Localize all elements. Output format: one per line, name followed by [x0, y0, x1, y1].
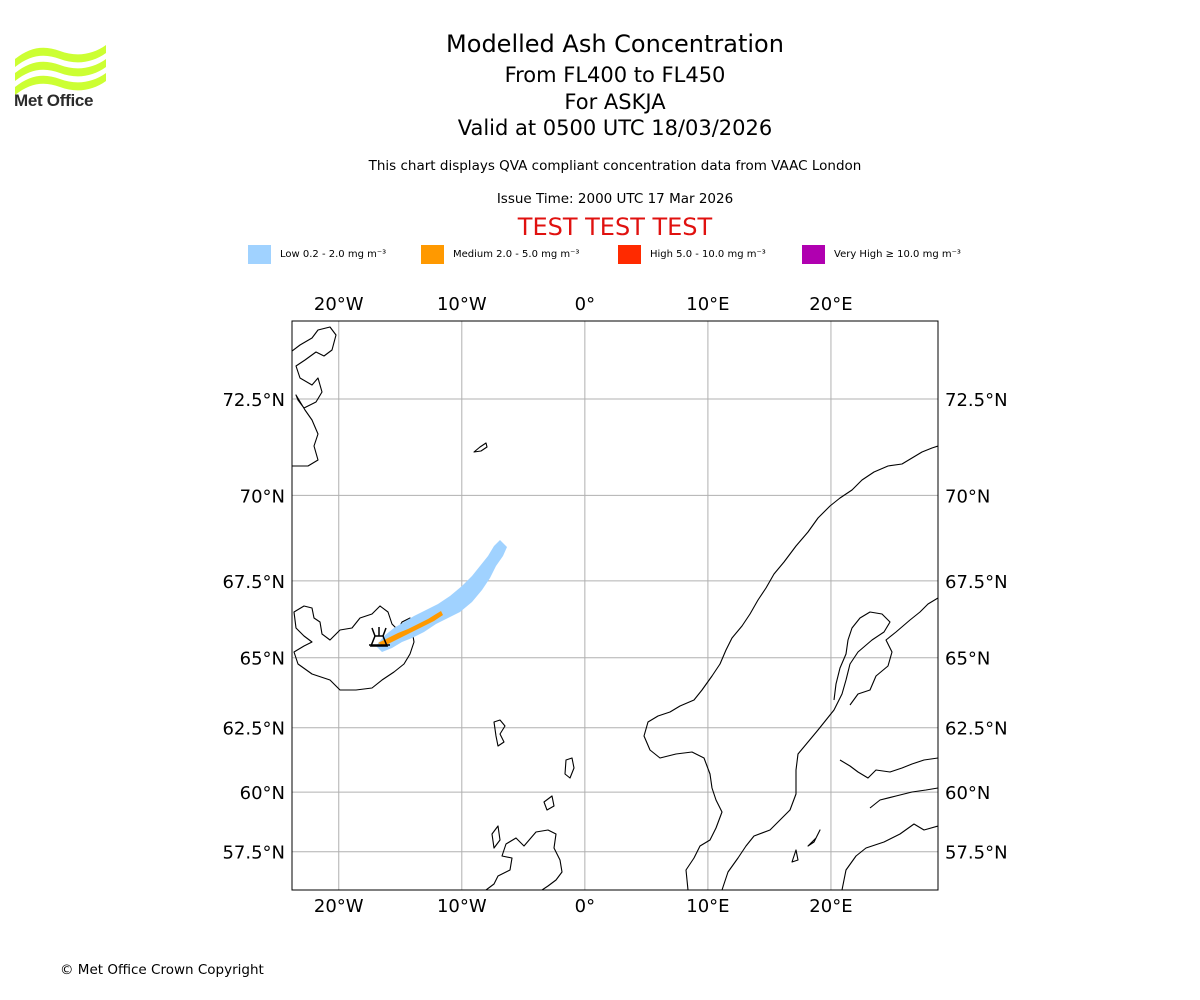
coastline-faroe — [493, 719, 506, 747]
lon-tick-label-top: 10°W — [437, 294, 487, 315]
lat-tick-label-left: 72.5°N — [222, 390, 285, 411]
coastline-norway — [643, 445, 938, 890]
legend-swatch-low — [248, 244, 271, 264]
test-banner: TEST TEST TEST — [517, 213, 713, 241]
lat-tick-label-right: 72.5°N — [945, 390, 1008, 411]
volcano-name: For ASKJA — [564, 90, 666, 114]
legend-item-very-high: Very High ≥ 10.0 mg m⁻³ — [802, 244, 961, 264]
coastline-greenland — [292, 326, 337, 467]
lon-tick-label-top: 10°E — [686, 294, 729, 315]
coastline-estonia — [869, 787, 938, 809]
lon-tick-label-bottom: 10°E — [686, 896, 729, 917]
lat-tick-label-left: 57.5°N — [222, 843, 285, 864]
legend-item-high: High 5.0 - 10.0 mg m⁻³ — [618, 244, 766, 264]
legend-swatch-very-high — [802, 244, 825, 264]
map-background — [292, 321, 938, 890]
coastline-finland — [849, 597, 938, 706]
coastline-jan-mayen — [473, 442, 488, 453]
coastline-oland — [791, 849, 799, 863]
ash-plume — [376, 540, 507, 652]
lat-tick-label-right: 70°N — [945, 486, 990, 507]
lon-tick-label-bottom: 20°E — [809, 896, 852, 917]
coastline-shetland — [564, 757, 575, 779]
legend-label-very-high: Very High ≥ 10.0 mg m⁻³ — [834, 248, 961, 260]
lon-tick-label-bottom: 20°W — [314, 896, 364, 917]
chart-title: Modelled Ash Concentration — [446, 30, 784, 58]
lat-tick-label-left: 62.5°N — [222, 719, 285, 740]
map-frame — [291, 320, 939, 891]
chart-description: This chart displays QVA compliant concen… — [368, 158, 862, 174]
volcano-icon — [369, 627, 390, 647]
legend-swatch-high — [618, 244, 641, 264]
lon-tick-label-bottom: 0° — [575, 896, 595, 917]
tick-labels: 20°W 20°W 10°W 10°W 0° 0° 10°E 10°E 20°E 20°E 72.5… — [222, 294, 1007, 917]
legend-item-medium: Medium 2.0 - 5.0 mg m⁻³ — [421, 244, 579, 264]
lon-tick-label-top: 20°E — [809, 294, 852, 315]
coastline-sweden — [721, 611, 891, 890]
coastline-orkney — [543, 795, 555, 811]
lat-tick-label-left: 67.5°N — [222, 572, 285, 593]
lon-tick-label-bottom: 10°W — [437, 896, 487, 917]
lat-tick-label-left: 60°N — [240, 783, 285, 804]
lon-tick-label-top: 0° — [575, 294, 595, 315]
lat-tick-label-right: 62.5°N — [945, 719, 1008, 740]
lat-tick-label-left: 70°N — [240, 486, 285, 507]
legend-label-medium: Medium 2.0 - 5.0 mg m⁻³ — [453, 248, 580, 260]
lat-tick-label-left: 65°N — [240, 649, 285, 670]
coastline-bothnia — [839, 757, 938, 779]
lat-tick-label-right: 57.5°N — [945, 843, 1008, 864]
coastline-baltic — [841, 823, 938, 890]
legend-label-high: High 5.0 - 10.0 mg m⁻³ — [650, 248, 766, 260]
coastline-gotland — [807, 829, 821, 847]
valid-time: Valid at 0500 UTC 18/03/2026 — [457, 116, 773, 140]
ash-area-low — [376, 540, 507, 652]
flight-level-range: From FL400 to FL450 — [504, 63, 726, 87]
coastline-scotland — [485, 829, 563, 890]
met-office-logo — [15, 45, 106, 95]
coastlines — [292, 326, 938, 890]
issue-time: Issue Time: 2000 UTC 17 Mar 2026 — [496, 191, 734, 207]
ash-area-medium — [378, 611, 443, 646]
lat-tick-label-right: 65°N — [945, 649, 990, 670]
lon-tick-label-top: 20°W — [314, 294, 364, 315]
legend-item-low: Low 0.2 - 2.0 mg m⁻³ — [248, 244, 386, 264]
legend-swatch-medium — [421, 244, 444, 264]
legend-label-low: Low 0.2 - 2.0 mg m⁻³ — [280, 248, 387, 260]
copyright-notice: © Met Office Crown Copyright — [60, 962, 264, 978]
coastline-hebrides — [491, 825, 501, 849]
lat-tick-label-right: 60°N — [945, 783, 990, 804]
lat-tick-label-right: 67.5°N — [945, 572, 1008, 593]
met-office-logo-text: Met Office — [14, 91, 94, 110]
